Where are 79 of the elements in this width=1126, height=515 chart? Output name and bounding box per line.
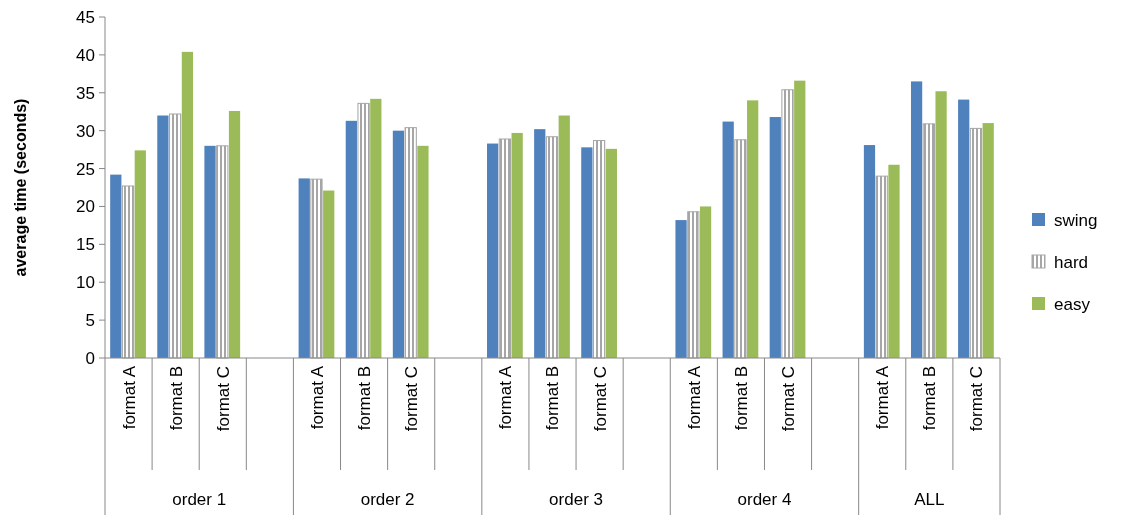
bar bbox=[323, 190, 335, 358]
x-tick-label: format C bbox=[402, 366, 422, 432]
x-tick-label: format A bbox=[496, 365, 516, 430]
x-tick-label: format C bbox=[213, 366, 233, 432]
y-tick-label: 0 bbox=[85, 348, 95, 368]
bar bbox=[534, 129, 546, 358]
legend-label: swing bbox=[1054, 210, 1098, 230]
y-tick-label: 25 bbox=[76, 159, 95, 179]
bar bbox=[545, 136, 559, 359]
x-tick-label: format C bbox=[967, 366, 987, 432]
bar bbox=[498, 138, 512, 359]
bar bbox=[357, 102, 370, 359]
x-tick-label: format C bbox=[778, 366, 798, 432]
bar bbox=[121, 185, 135, 359]
bar bbox=[687, 211, 700, 359]
bar bbox=[781, 89, 794, 359]
legend-label: easy bbox=[1054, 294, 1091, 314]
text: order 1 bbox=[172, 490, 227, 509]
text: order 3 bbox=[549, 490, 603, 509]
bar bbox=[794, 80, 806, 358]
bar bbox=[370, 98, 382, 358]
bar bbox=[863, 145, 876, 358]
legend-label: hard bbox=[1054, 252, 1089, 272]
bar bbox=[935, 91, 947, 358]
bar bbox=[404, 127, 417, 359]
bar bbox=[228, 110, 241, 358]
bar bbox=[958, 99, 970, 358]
bar bbox=[204, 145, 216, 358]
bar bbox=[969, 127, 983, 359]
bar bbox=[157, 115, 169, 358]
y-tick-label: 45 bbox=[76, 7, 95, 27]
bar bbox=[298, 178, 310, 358]
bar bbox=[310, 178, 323, 359]
bar bbox=[922, 123, 935, 359]
bar bbox=[910, 81, 923, 358]
bar bbox=[769, 117, 781, 358]
x-tick-label: format A bbox=[684, 365, 704, 430]
bar bbox=[511, 132, 523, 358]
bar bbox=[722, 121, 734, 358]
bar bbox=[216, 145, 229, 359]
bar bbox=[581, 147, 593, 358]
x-tick-label: format A bbox=[119, 365, 139, 430]
x-tick-label: format B bbox=[731, 366, 751, 431]
text: ALL bbox=[914, 490, 945, 509]
bar bbox=[734, 139, 747, 359]
x-tick-label: format B bbox=[166, 366, 186, 431]
y-tick-label: 15 bbox=[76, 235, 95, 255]
bar bbox=[134, 150, 146, 358]
bar bbox=[675, 220, 687, 358]
bar bbox=[982, 123, 994, 358]
bar bbox=[699, 206, 712, 358]
bar bbox=[181, 51, 194, 358]
bar bbox=[875, 175, 888, 359]
bar bbox=[392, 130, 405, 358]
y-axis-title: average time (seconds) bbox=[12, 98, 29, 277]
y-tick-label: 35 bbox=[76, 83, 95, 103]
bar bbox=[558, 115, 570, 358]
bar bbox=[169, 113, 182, 359]
x-tick-label: format B bbox=[543, 366, 563, 431]
x-tick-label: format A bbox=[873, 365, 893, 430]
bar bbox=[747, 100, 759, 358]
x-tick-label: format B bbox=[355, 366, 375, 431]
bar bbox=[110, 174, 122, 358]
x-tick-label: format B bbox=[920, 366, 940, 431]
y-tick-label: 40 bbox=[76, 45, 95, 65]
x-tick-label: format C bbox=[590, 366, 610, 432]
y-tick-label: 5 bbox=[85, 311, 95, 331]
text: order 4 bbox=[737, 490, 792, 509]
y-tick-label: 20 bbox=[76, 197, 95, 217]
y-tick-label: 10 bbox=[76, 273, 95, 293]
bar bbox=[592, 140, 606, 359]
bar bbox=[888, 164, 900, 358]
y-tick-label: 30 bbox=[76, 121, 95, 141]
bar bbox=[487, 143, 499, 358]
x-tick-label: format A bbox=[307, 365, 327, 430]
text: order 2 bbox=[360, 490, 415, 509]
bar bbox=[605, 148, 617, 358]
bar bbox=[345, 120, 357, 358]
bar bbox=[417, 145, 429, 358]
